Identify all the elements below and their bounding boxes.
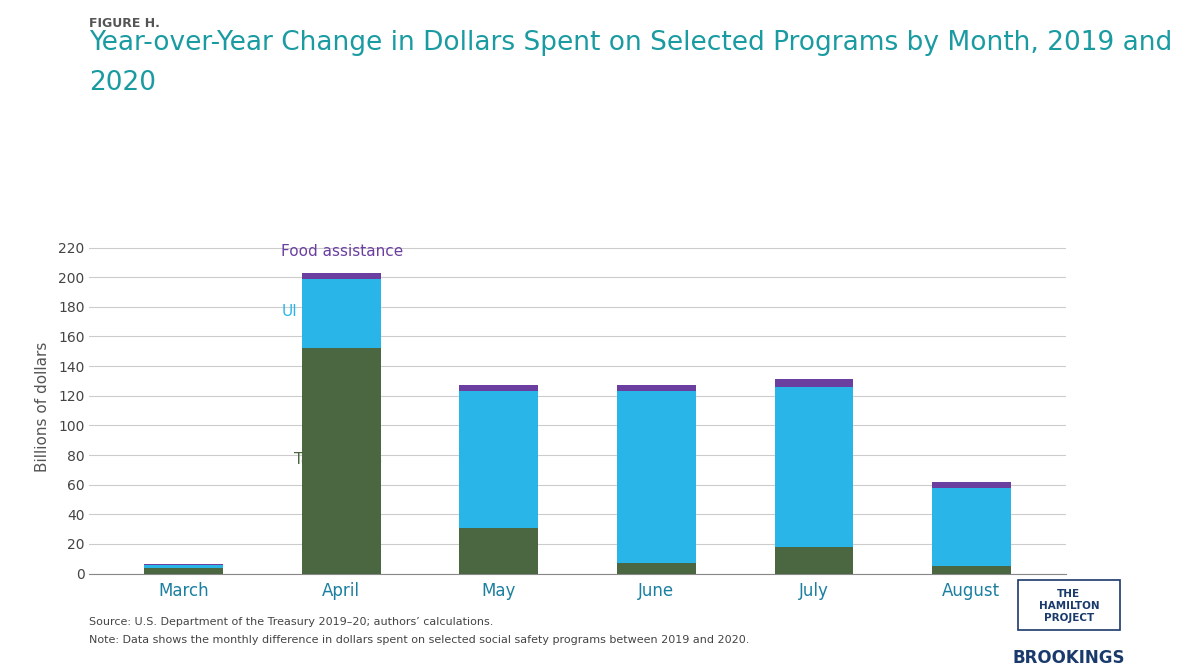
Bar [303, 279, 381, 348]
Text: Tax refunds: Tax refunds [294, 452, 382, 467]
Text: THE: THE [1058, 590, 1080, 599]
Bar [774, 380, 853, 387]
Bar [144, 565, 223, 568]
Bar [774, 547, 853, 574]
Bar [144, 568, 223, 574]
Bar [774, 387, 853, 547]
Bar [933, 488, 1011, 566]
Bar [617, 563, 696, 574]
Text: 2020: 2020 [89, 70, 156, 96]
Text: PROJECT: PROJECT [1043, 614, 1095, 623]
Bar [303, 273, 381, 279]
Bar [933, 482, 1011, 488]
Bar [460, 386, 538, 392]
Bar [460, 528, 538, 574]
Text: Note: Data shows the monthly difference in dollars spent on selected social safe: Note: Data shows the monthly difference … [89, 635, 749, 645]
Bar [460, 392, 538, 528]
Text: Year-over-Year Change in Dollars Spent on Selected Programs by Month, 2019 and: Year-over-Year Change in Dollars Spent o… [89, 30, 1173, 56]
Text: HAMILTON: HAMILTON [1039, 602, 1099, 611]
Text: UI: UI [281, 303, 298, 319]
Text: Source: U.S. Department of the Treasury 2019–20; authors’ calculations.: Source: U.S. Department of the Treasury … [89, 617, 494, 627]
Bar [144, 564, 223, 565]
Bar [933, 566, 1011, 574]
Y-axis label: Billions of dollars: Billions of dollars [35, 342, 50, 472]
Text: BROOKINGS: BROOKINGS [1012, 649, 1125, 667]
Text: Food assistance: Food assistance [281, 244, 404, 259]
Bar [617, 392, 696, 563]
Bar [303, 348, 381, 574]
Bar [617, 386, 696, 392]
Text: FIGURE H.: FIGURE H. [89, 17, 161, 29]
